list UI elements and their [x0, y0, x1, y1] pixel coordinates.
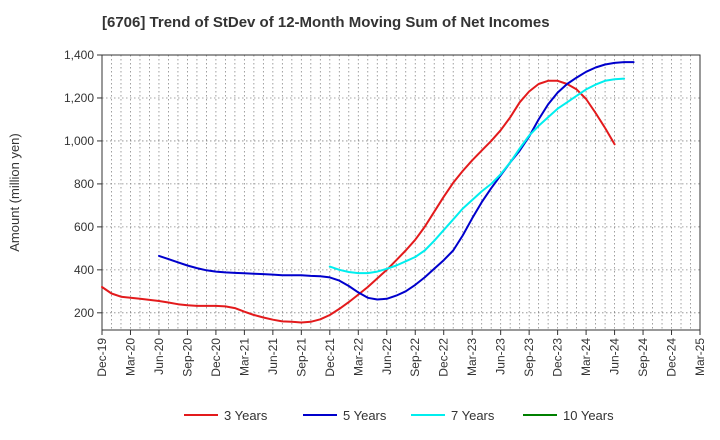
plot-frame [101, 54, 701, 331]
y-tick-label: 200 [74, 306, 94, 320]
x-tick-label: Jun-23 [494, 338, 508, 375]
legend-label: 10 Years [563, 408, 614, 423]
legend: 3 Years 5 Years 7 Years 10 Years [184, 408, 614, 423]
x-axis-ticks: Dec-19 Mar-20 Jun-20 Sep-20 Dec-20 Mar-21 Jun-… [95, 330, 707, 377]
y-tick-label: 1,200 [64, 91, 94, 105]
x-tick-label: Mar-20 [123, 338, 137, 376]
x-tick-label: Dec-24 [665, 338, 679, 377]
x-tick-label: Sep-21 [294, 338, 308, 377]
x-tick-label: Jun-24 [608, 338, 622, 375]
y-axis-ticks: 200 400 600 800 1,000 1,200 1,400 [64, 48, 102, 320]
chart-title: [6706] Trend of StDev of 12-Month Moving… [102, 14, 550, 31]
x-tick-label: Mar-25 [693, 338, 707, 376]
x-tick-label: Dec-21 [323, 338, 337, 377]
y-tick-label: 800 [74, 177, 94, 191]
grid [102, 54, 700, 330]
x-tick-label: Dec-19 [95, 338, 109, 377]
x-tick-label: Jun-20 [152, 338, 166, 375]
x-tick-label: Dec-23 [551, 338, 565, 377]
x-tick-label: Dec-20 [209, 338, 223, 377]
x-tick-label: Sep-20 [180, 338, 194, 377]
y-tick-label: 1,400 [64, 48, 94, 62]
series-line [328, 77, 626, 275]
series-lines [101, 61, 635, 324]
x-tick-label: Mar-21 [237, 338, 251, 376]
x-tick-label: Sep-24 [636, 338, 650, 377]
x-tick-label: Mar-22 [351, 338, 365, 376]
x-tick-label: Mar-23 [465, 338, 479, 376]
y-tick-label: 1,000 [64, 134, 94, 148]
axes [101, 54, 701, 331]
y-tick-label: 600 [74, 220, 94, 234]
y-tick-label: 400 [74, 263, 94, 277]
series-line [101, 79, 616, 324]
x-tick-label: Jun-21 [266, 338, 280, 375]
x-tick-label: Mar-24 [579, 338, 593, 376]
legend-label: 5 Years [343, 408, 387, 423]
legend-label: 7 Years [451, 408, 495, 423]
legend-label: 3 Years [224, 408, 268, 423]
y-axis-title: Amount (million yen) [7, 133, 22, 252]
x-tick-label: Dec-22 [437, 338, 451, 377]
series-line [158, 61, 635, 301]
x-tick-label: Sep-22 [408, 338, 422, 377]
x-tick-label: Jun-22 [380, 338, 394, 375]
x-tick-label: Sep-23 [522, 338, 536, 377]
